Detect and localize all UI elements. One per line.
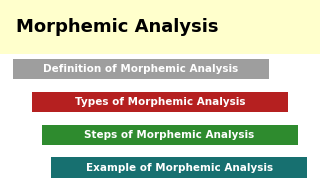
FancyBboxPatch shape <box>32 91 288 112</box>
Text: Types of Morphemic Analysis: Types of Morphemic Analysis <box>75 97 245 107</box>
FancyBboxPatch shape <box>0 0 320 54</box>
Text: Definition of Morphemic Analysis: Definition of Morphemic Analysis <box>43 64 238 74</box>
Text: Example of Morphemic Analysis: Example of Morphemic Analysis <box>86 163 273 173</box>
FancyBboxPatch shape <box>13 58 269 79</box>
FancyBboxPatch shape <box>42 125 298 145</box>
Text: Steps of Morphemic Analysis: Steps of Morphemic Analysis <box>84 130 255 140</box>
FancyBboxPatch shape <box>51 158 307 178</box>
Text: Morphemic Analysis: Morphemic Analysis <box>16 18 219 36</box>
